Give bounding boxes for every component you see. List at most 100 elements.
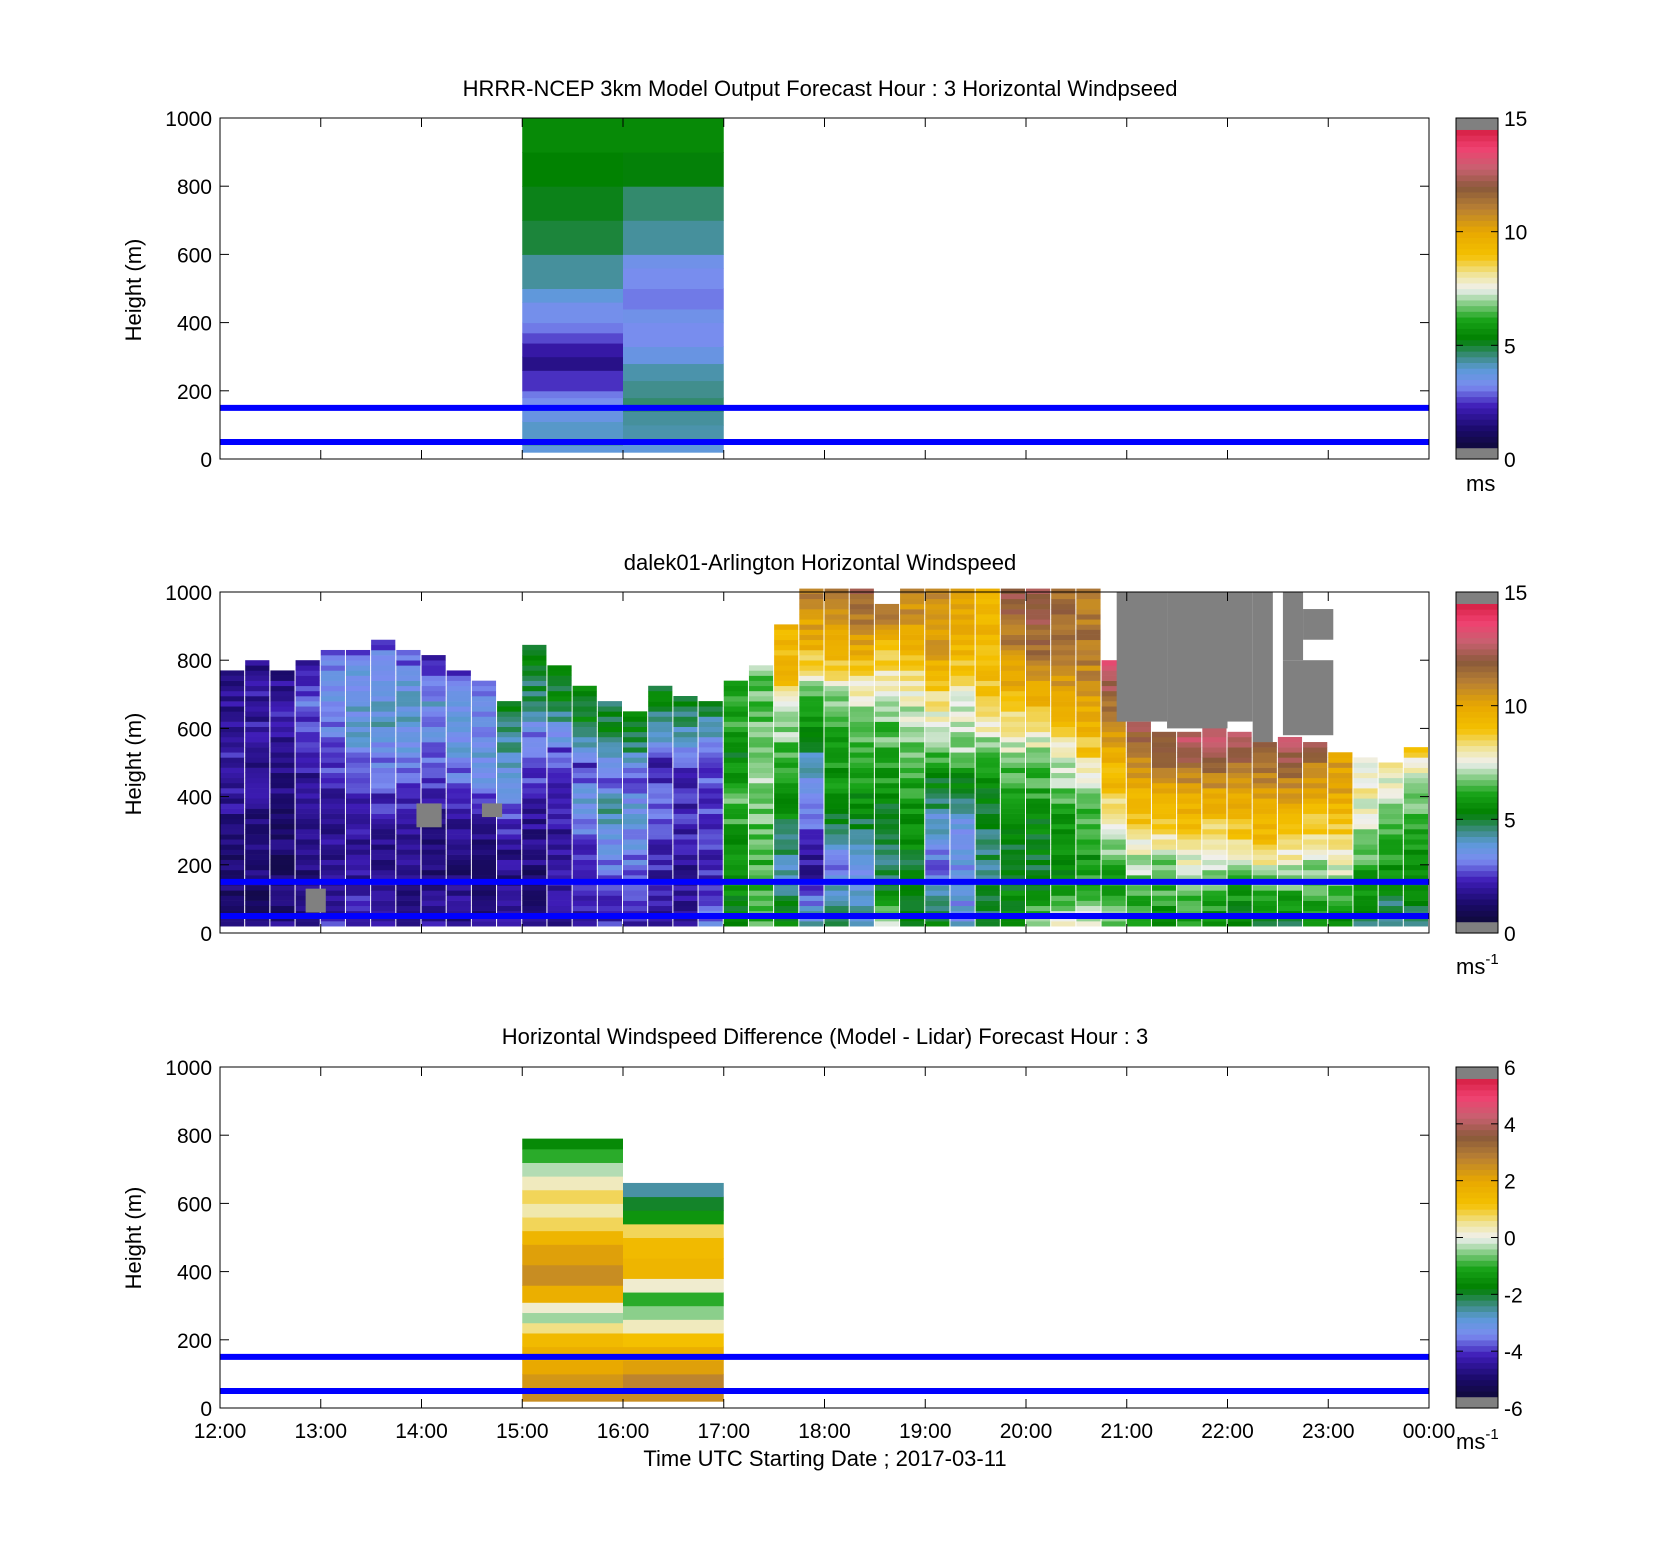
colorbar-band: [1456, 654, 1498, 661]
heatmap-cell: [371, 864, 396, 871]
heatmap-cell: [975, 875, 1000, 881]
heatmap-cell: [1051, 859, 1076, 866]
heatmap-cell: [950, 680, 975, 687]
heatmap-cell: [975, 721, 1000, 727]
heatmap-cell: [849, 895, 874, 901]
heatmap-cell: [1277, 762, 1303, 768]
colorbar-band: [1456, 1180, 1498, 1187]
heatmap-cell: [1353, 823, 1378, 830]
heatmap-cell: [345, 921, 371, 927]
heatmap-cell: [1403, 844, 1428, 850]
heatmap-cell: [597, 869, 622, 876]
heatmap-cell: [1101, 793, 1126, 799]
colorbar-band: [1456, 447, 1498, 454]
heatmap-cell: [900, 905, 925, 912]
y-tick-label: 1000: [165, 582, 212, 605]
heatmap-cell: [1177, 864, 1202, 871]
heatmap-cell: [522, 644, 547, 651]
heatmap-cell: [220, 818, 245, 825]
heatmap-cell: [748, 772, 774, 779]
heatmap-cell: [874, 711, 900, 717]
heatmap-cell: [1051, 818, 1076, 825]
heatmap-cell: [623, 380, 724, 399]
heatmap-cell: [220, 839, 245, 845]
heatmap-cell: [1101, 742, 1126, 748]
heatmap-cell: [900, 711, 925, 717]
heatmap-cell: [975, 803, 1000, 809]
heatmap-cell: [1076, 680, 1101, 687]
heatmap-cell: [900, 655, 925, 661]
heatmap-cell: [950, 885, 975, 891]
heatmap-cell: [673, 844, 698, 850]
heatmap-cell: [522, 818, 547, 825]
heatmap-cell: [371, 818, 396, 825]
heatmap-cell: [849, 609, 874, 615]
heatmap-cell: [1076, 808, 1101, 814]
heatmap-cell: [799, 777, 824, 784]
heatmap-cell: [648, 844, 673, 850]
heatmap-cell: [597, 731, 622, 738]
y-tick-label: 800: [177, 176, 212, 199]
heatmap-cell: [1051, 844, 1076, 850]
colorbar-tick-label: 4: [1504, 1114, 1516, 1137]
heatmap-cell: [975, 731, 1000, 738]
heatmap-cell: [774, 793, 799, 799]
colorbar-band: [1456, 1368, 1498, 1375]
heatmap-cell: [723, 885, 748, 891]
colorbar-band: [1456, 785, 1498, 792]
heatmap-cell: [396, 788, 421, 794]
heatmap-cell: [1403, 900, 1428, 907]
heatmap-cell: [1177, 854, 1202, 860]
heatmap-cell: [1076, 818, 1101, 825]
heatmap-cell: [396, 685, 421, 692]
heatmap-cell: [345, 849, 371, 855]
heatmap-cell: [774, 798, 799, 804]
heatmap-cell: [748, 900, 774, 907]
heatmap-cell: [1252, 890, 1277, 896]
heatmap-cell: [648, 813, 673, 820]
heatmap-cell: [1227, 762, 1252, 768]
heatmap-cell: [1026, 701, 1051, 707]
heatmap-cell: [975, 767, 1000, 774]
heatmap-cell: [900, 828, 925, 835]
heatmap-cell: [522, 1203, 623, 1218]
heatmap-cell: [673, 808, 698, 814]
colorbar-band: [1456, 592, 1498, 599]
heatmap-cell: [1227, 834, 1252, 840]
heatmap-cell: [900, 813, 925, 820]
heatmap-cell: [748, 823, 774, 830]
heatmap-cell: [245, 706, 270, 712]
x-tick-label: 19:00: [899, 1420, 952, 1443]
heatmap-cell: [849, 854, 874, 860]
heatmap-cell: [673, 885, 698, 891]
heatmap-cell: [270, 854, 295, 860]
heatmap-cell: [774, 690, 799, 697]
heatmap-cell: [1076, 696, 1101, 702]
panel-lidar-frame: [219, 591, 1430, 934]
heatmap-cell: [1328, 782, 1353, 789]
y-tick-label: 1000: [165, 108, 212, 131]
heatmap-cell: [648, 905, 673, 912]
heatmap-cell: [1177, 834, 1202, 840]
heatmap-cell: [522, 849, 547, 855]
heatmap-cell: [950, 875, 975, 881]
heatmap-cell: [1277, 885, 1303, 891]
heatmap-cell: [698, 885, 723, 891]
heatmap-cell: [1076, 629, 1101, 635]
heatmap-cell: [623, 793, 648, 799]
heatmap-cell: [1126, 818, 1151, 825]
heatmap-cell: [1051, 629, 1076, 635]
colorbar-band: [1456, 1260, 1498, 1267]
heatmap-cell: [572, 900, 597, 907]
heatmap-cell: [824, 854, 849, 860]
heatmap-cell: [1403, 890, 1428, 896]
heatmap-cell: [220, 742, 245, 748]
colorbar-band: [1456, 722, 1498, 729]
heatmap-cell: [774, 767, 799, 774]
heatmap-cell: [874, 736, 900, 743]
heatmap-cell: [421, 762, 446, 768]
heatmap-cell: [1026, 839, 1051, 845]
heatmap-cell: [245, 660, 270, 666]
heatmap-cell: [1303, 834, 1328, 840]
